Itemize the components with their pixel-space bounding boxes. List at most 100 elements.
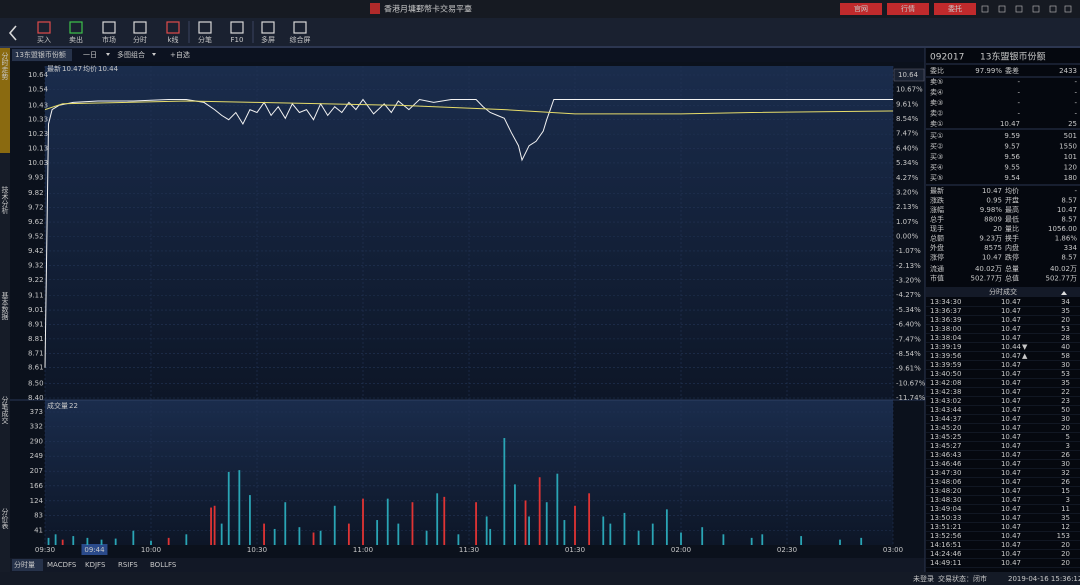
y-tick-label: 166 [30, 482, 44, 490]
stat-value: 40.02万 [975, 265, 1002, 273]
side-tab[interactable]: 基本数据 [1, 291, 9, 321]
volume-bar [457, 534, 460, 545]
price-line [44, 100, 894, 115]
y2-tick-label: 6.40% [896, 144, 919, 152]
window-icon[interactable] [1032, 5, 1040, 13]
volume-bar [47, 537, 50, 545]
toolbar-label[interactable]: 买入 [37, 36, 51, 44]
volume-bar [263, 523, 265, 545]
side-tab[interactable]: 分价表 [1, 507, 9, 530]
toolbar-icon[interactable] [230, 21, 244, 34]
trade-volume: 22 [1061, 388, 1070, 396]
trade-price: 10.47 [1001, 469, 1021, 477]
top-button-label[interactable]: 官网 [854, 4, 868, 13]
period-tab[interactable]: 一日 [83, 51, 97, 59]
toolbar-icon[interactable] [293, 21, 307, 34]
trade-volume: 5 [1066, 433, 1070, 441]
top-button[interactable] [887, 3, 929, 15]
volume-plot [45, 400, 893, 545]
top-button[interactable] [840, 3, 882, 15]
y-tick-label: 9.11 [28, 292, 44, 300]
title-bar [0, 0, 1080, 18]
trade-volume: 53 [1061, 325, 1070, 333]
trade-price: 10.47 [1001, 559, 1021, 567]
toolbar-label[interactable]: 分笔 [198, 35, 212, 44]
bottom-tab[interactable]: RSIFS [118, 561, 138, 569]
window-icon[interactable] [1049, 5, 1057, 13]
y-tick-label: 10.64 [28, 71, 49, 79]
y-tick-label: 124 [30, 497, 44, 505]
bottom-tab-active[interactable] [12, 559, 43, 571]
trade-time: 13:45:25 [930, 433, 961, 441]
window-icon[interactable] [1015, 5, 1023, 13]
book-price: 9.59 [1004, 132, 1020, 140]
side-tab[interactable]: 技术分析 [1, 185, 9, 215]
toolbar-label[interactable]: 市场 [102, 35, 116, 44]
trade-price: 10.47 [1001, 316, 1021, 324]
toolbar-label[interactable]: F10 [231, 36, 244, 44]
stat-value: 10.47 [1057, 206, 1077, 214]
y-tick-label: 9.01 [28, 306, 44, 314]
toolbar-label[interactable]: 分时 [133, 35, 147, 44]
toolbar-icon[interactable] [198, 21, 212, 34]
trade-time: 13:48:20 [930, 487, 961, 495]
toolbar-icon[interactable] [133, 21, 147, 34]
instrument-tab-label[interactable]: 13东盟银币份额 [15, 50, 66, 59]
stat-value: 9.98% [980, 206, 1003, 214]
volume-bar [238, 470, 241, 545]
stat-value: 1056.00 [1048, 225, 1077, 233]
window-icon[interactable] [998, 5, 1006, 13]
toolbar-icon[interactable] [69, 21, 83, 34]
volume-bar [839, 539, 841, 545]
window-icon[interactable] [981, 5, 989, 13]
toolbar-icon[interactable] [166, 21, 180, 34]
layout-tab[interactable]: 多图组合 [117, 50, 145, 59]
bottom-tab[interactable]: 分时量 [14, 560, 35, 569]
volume-bar [167, 537, 170, 545]
stat-label: 换手 [1005, 234, 1019, 243]
trade-volume: 35 [1061, 514, 1070, 522]
trade-price: 10.47 [1001, 352, 1021, 360]
bottom-tab-bar [10, 558, 925, 572]
side-tab[interactable]: 分时走势 [1, 51, 9, 81]
top-button-label[interactable]: 行情 [901, 4, 915, 13]
y2-tick-label: 7.47% [896, 130, 919, 138]
stat-label: 内盘 [1005, 243, 1019, 252]
y2-tick-label: 5.34% [896, 159, 919, 167]
volume-bar [397, 523, 400, 545]
stat-label: 外盘 [930, 243, 944, 252]
trade-price: 10.47 [1001, 433, 1021, 441]
scroll-up[interactable] [1061, 291, 1067, 295]
book-price: 9.54 [1004, 174, 1020, 182]
quote-head-value: 2433 [1059, 67, 1077, 75]
back-button[interactable] [8, 25, 17, 41]
chart-tab-bar [10, 48, 925, 62]
top-button-label[interactable]: 委托 [948, 4, 962, 13]
y2-tick-label: 2.13% [896, 203, 919, 211]
quote-code: 092017 [930, 53, 964, 63]
stat-label: 最高 [1005, 205, 1019, 214]
bottom-tab[interactable]: MACDFS [47, 561, 77, 569]
toolbar-icon[interactable] [102, 21, 116, 34]
bottom-tab[interactable]: KDJFS [85, 561, 106, 569]
toolbar-label[interactable]: 综合屏 [290, 35, 311, 44]
side-tab[interactable]: 分笔成交 [1, 395, 9, 425]
y2-tick-label: 0.00% [896, 233, 919, 241]
toolbar-icon[interactable] [37, 21, 51, 34]
instrument-tab[interactable] [12, 49, 72, 61]
quote-panel [925, 48, 1080, 572]
volume-bar [72, 536, 75, 545]
window-icon[interactable] [1064, 5, 1072, 13]
watch-tab[interactable]: +自选 [170, 50, 190, 59]
top-button[interactable] [934, 3, 976, 15]
volume-bar [220, 523, 223, 545]
book-volume: - [1074, 89, 1077, 97]
price-line [44, 98, 893, 368]
toolbar-label[interactable]: 卖出 [69, 35, 83, 44]
toolbar-icon[interactable] [261, 21, 275, 34]
toolbar-label[interactable]: 多屏 [261, 35, 275, 44]
toolbar-label[interactable]: k线 [167, 35, 178, 44]
volume-bar [503, 438, 506, 545]
bottom-tab[interactable]: BOLLFS [150, 561, 177, 569]
trade-time: 13:42:38 [930, 388, 961, 396]
